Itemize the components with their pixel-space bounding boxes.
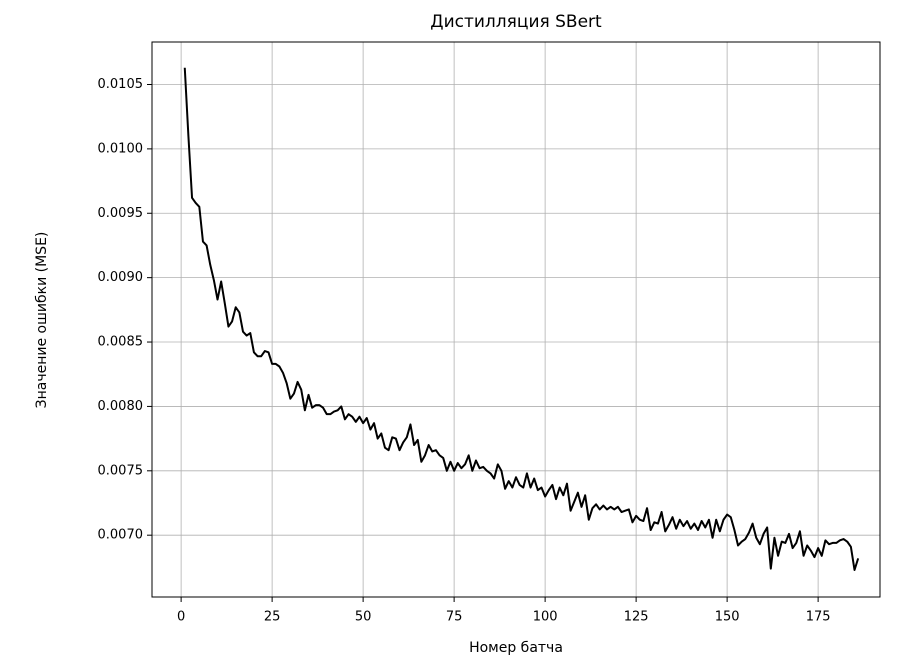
y-tick-label: 0.0075 — [98, 463, 144, 478]
x-tick-label: 125 — [624, 610, 649, 625]
x-tick-label: 175 — [806, 610, 831, 625]
x-tick-label: 0 — [177, 610, 185, 625]
y-tick-label: 0.0090 — [98, 270, 144, 285]
y-tick-label: 0.0105 — [98, 77, 144, 92]
chart-title: Дистилляция SBert — [430, 12, 602, 32]
data-line — [183, 67, 860, 571]
y-axis-label: Значение ошибки (MSE) — [34, 232, 50, 409]
y-tick-label: 0.0100 — [98, 141, 144, 156]
x-tick-label: 150 — [715, 610, 740, 625]
plot-frame — [151, 41, 881, 598]
y-tick-label: 0.0085 — [98, 335, 144, 350]
x-tick-label: 50 — [355, 610, 372, 625]
y-tick-label: 0.0095 — [98, 206, 144, 221]
x-tick-label: 100 — [533, 610, 558, 625]
x-tick-label: 75 — [446, 610, 463, 625]
y-tick-label: 0.0080 — [98, 399, 144, 414]
y-tick-label: 0.0070 — [98, 528, 144, 543]
x-axis-label: Номер батча — [469, 640, 563, 656]
x-tick-label: 25 — [264, 610, 281, 625]
